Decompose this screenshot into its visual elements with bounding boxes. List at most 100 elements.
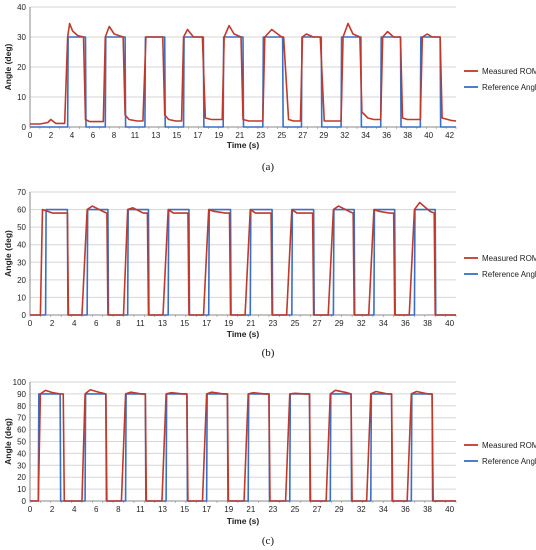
x-tick-label: 4 xyxy=(72,505,77,514)
x-tick-label: 6 xyxy=(94,319,99,328)
x-tick-label: 13 xyxy=(158,319,167,328)
y-tick-label: 10 xyxy=(17,485,26,494)
legend-label: Reference Angle xyxy=(482,270,536,279)
y-tick-label: 80 xyxy=(17,402,26,411)
x-tick-label: 23 xyxy=(256,131,265,140)
y-axis-title: Angle (deg) xyxy=(3,230,13,277)
x-tick-label: 2 xyxy=(49,131,54,140)
x-tick-label: 42 xyxy=(445,131,454,140)
x-tick-label: 29 xyxy=(335,505,344,514)
y-tick-label: 0 xyxy=(22,123,27,132)
x-tick-label: 36 xyxy=(401,505,410,514)
x-axis-title: Time (s) xyxy=(227,516,260,526)
x-tick-label: 38 xyxy=(403,131,412,140)
x-tick-label: 6 xyxy=(91,131,96,140)
y-tick-label: 20 xyxy=(17,473,26,482)
panel-label: (a) xyxy=(262,161,275,173)
x-tick-label: 38 xyxy=(423,505,432,514)
panel-label: (c) xyxy=(262,535,275,547)
y-tick-label: 70 xyxy=(17,188,26,197)
x-tick-label: 15 xyxy=(180,505,189,514)
x-tick-label: 0 xyxy=(28,319,33,328)
y-tick-label: 40 xyxy=(17,449,26,458)
x-axis-title: Time (s) xyxy=(227,329,260,339)
y-tick-label: 90 xyxy=(17,390,26,399)
x-tick-label: 11 xyxy=(136,505,145,514)
y-tick-label: 10 xyxy=(17,93,26,102)
y-tick-label: 20 xyxy=(17,276,26,285)
x-tick-label: 0 xyxy=(28,131,33,140)
x-tick-label: 17 xyxy=(193,131,202,140)
x-tick-label: 2 xyxy=(50,505,55,514)
x-tick-label: 25 xyxy=(291,319,300,328)
x-tick-label: 32 xyxy=(340,131,349,140)
x-tick-label: 17 xyxy=(202,505,211,514)
x-tick-label: 21 xyxy=(235,131,244,140)
chart-panel-1: 0 10 20 30 40 0 2 4 6 8 11 13 15 17 19 21 23 25 27 29 32 34 36… xyxy=(3,3,536,173)
y-tick-label: 60 xyxy=(17,206,26,215)
x-tick-label: 40 xyxy=(445,319,454,328)
x-tick-label: 2 xyxy=(50,319,55,328)
y-tick-label: 100 xyxy=(13,378,27,387)
x-tick-label: 27 xyxy=(313,505,322,514)
y-tick-label: 40 xyxy=(17,241,26,250)
x-tick-label: 34 xyxy=(361,131,370,140)
x-tick-label: 29 xyxy=(319,131,328,140)
x-tick-label: 11 xyxy=(131,131,140,140)
x-tick-label: 32 xyxy=(357,505,366,514)
y-tick-label: 40 xyxy=(17,3,26,12)
x-tick-label: 0 xyxy=(28,505,33,514)
x-tick-label: 8 xyxy=(112,131,117,140)
x-tick-label: 27 xyxy=(313,319,322,328)
chart-panel-3: 0 10 20 30 40 50 60 70 80 90 100 0 2 4 6 8 11 13 15 17 19 21 2… xyxy=(3,378,536,547)
x-tick-label: 23 xyxy=(268,505,277,514)
y-tick-label: 20 xyxy=(17,63,26,72)
series-line-measured-rom xyxy=(30,388,456,502)
y-tick-label: 0 xyxy=(22,311,27,320)
y-tick-label: 10 xyxy=(17,293,26,302)
y-axis-title: Angle (deg) xyxy=(3,43,13,90)
legend-label: Measured ROM xyxy=(482,67,536,76)
x-tick-label: 32 xyxy=(357,319,366,328)
x-tick-label: 21 xyxy=(246,505,255,514)
x-tick-label: 19 xyxy=(214,131,223,140)
x-tick-label: 36 xyxy=(401,319,410,328)
x-tick-label: 38 xyxy=(423,319,432,328)
x-tick-label: 11 xyxy=(136,319,145,328)
x-tick-label: 15 xyxy=(180,319,189,328)
y-axis-title: Angle (deg) xyxy=(3,418,13,465)
panel-label: (b) xyxy=(262,347,275,359)
y-tick-label: 60 xyxy=(17,426,26,435)
series-line-measured-rom xyxy=(30,201,456,316)
x-tick-label: 19 xyxy=(224,505,233,514)
x-tick-label: 27 xyxy=(298,131,307,140)
x-tick-label: 36 xyxy=(382,131,391,140)
x-tick-label: 8 xyxy=(116,319,121,328)
y-tick-label: 30 xyxy=(17,258,26,267)
x-tick-label: 21 xyxy=(246,319,255,328)
x-tick-label: 17 xyxy=(202,319,211,328)
y-tick-label: 30 xyxy=(17,33,26,42)
x-tick-label: 6 xyxy=(94,505,99,514)
legend-label: Reference Angle xyxy=(482,83,536,92)
series-line-measured-rom xyxy=(30,22,457,125)
y-tick-label: 30 xyxy=(17,461,26,470)
x-tick-label: 40 xyxy=(424,131,433,140)
y-tick-label: 50 xyxy=(17,223,26,232)
y-tick-label: 0 xyxy=(22,497,27,506)
x-tick-label: 13 xyxy=(151,131,160,140)
legend-label: Measured ROM xyxy=(482,254,536,263)
x-tick-label: 4 xyxy=(72,319,77,328)
x-tick-label: 34 xyxy=(379,505,388,514)
chart-panel-2: 0 10 20 30 40 50 60 70 0 2 4 6 8 11 13 15 17 19 21 23 25 27 29… xyxy=(3,188,536,359)
x-tick-label: 13 xyxy=(158,505,167,514)
x-tick-label: 4 xyxy=(70,131,75,140)
y-tick-label: 50 xyxy=(17,438,26,447)
x-tick-label: 25 xyxy=(277,131,286,140)
x-tick-label: 8 xyxy=(116,505,121,514)
x-tick-label: 40 xyxy=(445,505,454,514)
x-tick-label: 25 xyxy=(291,505,300,514)
x-tick-label: 29 xyxy=(335,319,344,328)
y-tick-label: 70 xyxy=(17,414,26,423)
